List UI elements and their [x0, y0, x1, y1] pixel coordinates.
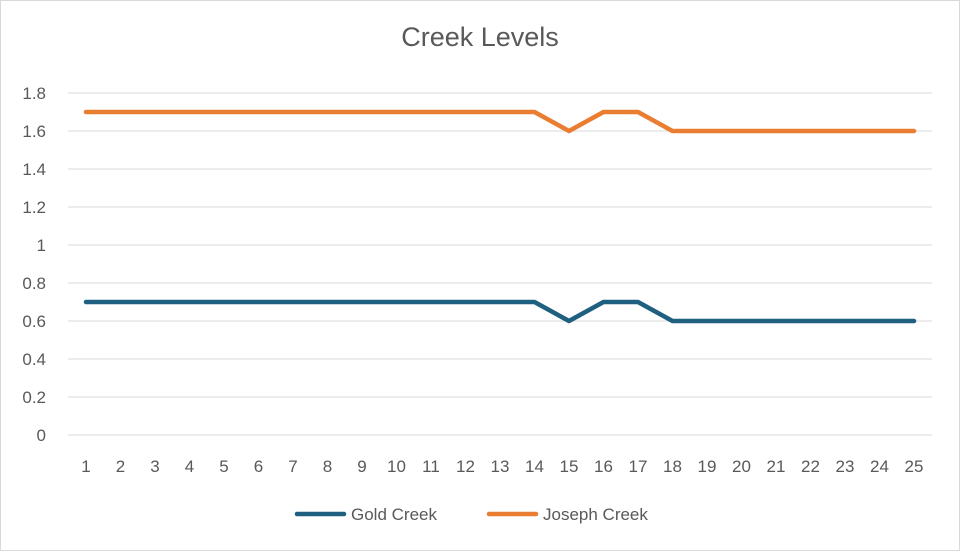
x-tick-label: 15 — [560, 457, 579, 476]
gridlines — [68, 92, 932, 436]
legend-label: Joseph Creek — [543, 505, 648, 524]
x-tick-label: 11 — [422, 457, 440, 476]
x-tick-label: 7 — [288, 457, 297, 476]
x-tick-label: 6 — [254, 457, 263, 476]
y-tick-label: 0.8 — [22, 274, 46, 293]
x-tick-label: 21 — [767, 457, 786, 476]
series-line-joseph-creek — [83, 109, 917, 134]
x-tick-label: 3 — [150, 457, 159, 476]
x-tick-label: 8 — [323, 457, 332, 476]
y-tick-label: 1.4 — [22, 160, 46, 179]
y-tick-label: 1.8 — [22, 84, 46, 103]
x-tick-label: 19 — [698, 457, 717, 476]
x-tick-label: 22 — [801, 457, 820, 476]
y-tick-label: 0 — [37, 426, 46, 445]
x-tick-label: 5 — [219, 457, 228, 476]
x-tick-label: 4 — [185, 457, 194, 476]
x-tick-label: 12 — [456, 457, 475, 476]
x-tick-label: 10 — [387, 457, 406, 476]
x-axis-tick-labels: 1 2 3 4 5 6 7 8 9 10 11 12 13 14 15 16 17 18 19 20 21 22 23 24 2… — [81, 457, 923, 476]
legend-label: Gold Creek — [351, 505, 437, 524]
x-tick-label: 23 — [836, 457, 855, 476]
y-tick-label: 1.2 — [22, 198, 46, 217]
y-tick-label: 0.6 — [22, 312, 46, 331]
y-tick-label: 1.6 — [22, 122, 46, 141]
x-tick-label: 16 — [594, 457, 613, 476]
x-tick-label: 14 — [525, 457, 544, 476]
series-line-gold-creek — [83, 299, 917, 324]
legend: Gold Creek Joseph Creek — [294, 505, 648, 524]
x-tick-label: 13 — [491, 457, 510, 476]
y-tick-label: 0.4 — [22, 350, 46, 369]
x-tick-label: 24 — [870, 457, 889, 476]
y-axis-tick-labels: 0 0.2 0.4 0.6 0.8 1 1.2 1.4 1.6 1.8 — [22, 84, 46, 445]
y-tick-label: 0.2 — [22, 388, 46, 407]
x-tick-label: 17 — [629, 457, 648, 476]
x-tick-label: 1 — [81, 457, 90, 476]
x-tick-label: 25 — [905, 457, 924, 476]
x-tick-label: 2 — [116, 457, 125, 476]
chart-title: Creek Levels — [401, 22, 559, 52]
x-tick-label: 18 — [663, 457, 682, 476]
y-tick-label: 1 — [37, 236, 46, 255]
series-lines — [83, 109, 917, 324]
x-tick-label: 20 — [732, 457, 751, 476]
x-tick-label: 9 — [357, 457, 366, 476]
